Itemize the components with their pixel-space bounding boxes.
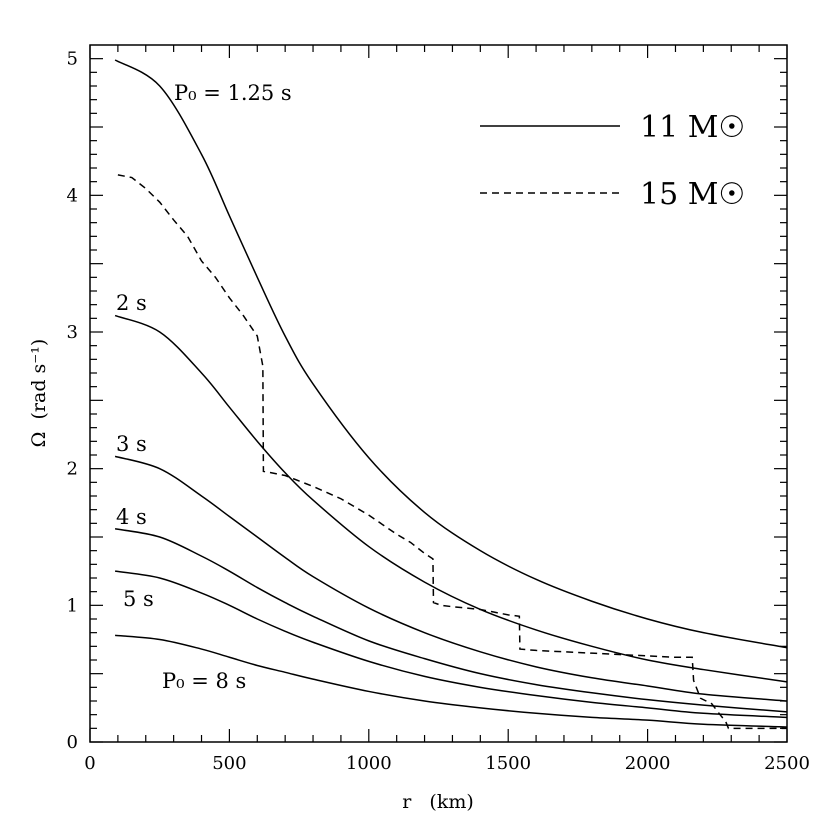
x-axis-label: r (km) xyxy=(402,791,474,813)
annotation-p0-1.25: P₀ = 1.25 s xyxy=(174,81,292,105)
annotation-4s: 4 s xyxy=(116,505,147,529)
annotation-p0-8: P₀ = 8 s xyxy=(162,669,246,693)
series-line-0 xyxy=(114,59,788,649)
x-tick-label: 1000 xyxy=(346,753,392,774)
x-tick-label: 0 xyxy=(84,753,95,774)
x-tick-label: 1500 xyxy=(485,753,531,774)
series-line-3 xyxy=(114,528,788,713)
x-tick-label: 500 xyxy=(212,753,246,774)
series-group xyxy=(114,59,788,730)
y-axis-label: Ω (rad s⁻¹) xyxy=(28,339,50,448)
series-line-4 xyxy=(114,570,788,719)
legend-label-15msun: 15 M☉ xyxy=(640,177,745,212)
annotation-2s: 2 s xyxy=(116,291,147,315)
y-tick-label: 3 xyxy=(67,322,78,343)
series-line-5 xyxy=(115,634,788,728)
series-line-1 xyxy=(114,314,788,683)
legend-label-11msun: 11 M☉ xyxy=(640,110,745,145)
y-tick-label: 4 xyxy=(67,185,78,206)
annotation-3s: 3 s xyxy=(116,432,147,456)
y-tick-label: 0 xyxy=(67,732,78,753)
series-line-6 xyxy=(117,174,787,730)
y-tick-label: 5 xyxy=(67,49,78,70)
x-tick-label: 2000 xyxy=(625,753,671,774)
ticks xyxy=(89,45,788,743)
y-tick-label: 2 xyxy=(67,459,78,480)
legend: 11 M☉ 15 M☉ xyxy=(480,110,745,212)
annotation-5s: 5 s xyxy=(123,587,154,611)
series-line-2 xyxy=(114,455,788,702)
tick-labels: 0 500 1000 1500 2000 2500 0 1 2 3 4 5 xyxy=(67,49,810,774)
y-tick-label: 1 xyxy=(67,595,78,616)
plot-frame xyxy=(89,44,788,743)
x-tick-label: 2500 xyxy=(764,753,810,774)
